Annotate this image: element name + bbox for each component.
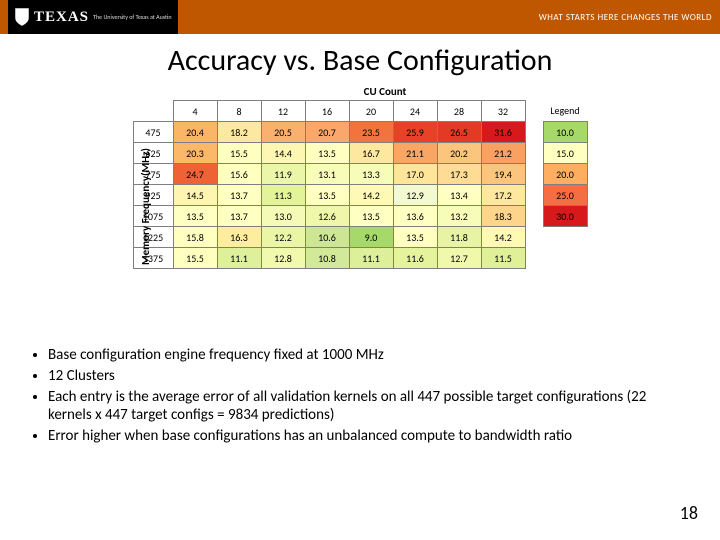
heatmap-col-header: 24 [393, 101, 437, 122]
heatmap-cell: 14.2 [349, 185, 393, 206]
heatmap-y-title: Memory Frequency(MHz) [139, 148, 152, 265]
heatmap-cell: 13.2 [437, 206, 481, 227]
heatmap-col-header: 32 [481, 101, 525, 122]
heatmap-cell: 9.0 [349, 227, 393, 248]
heatmap-cell: 12.6 [305, 206, 349, 227]
legend-swatch: 25.0 [543, 185, 587, 206]
heatmap-cell: 31.6 [481, 122, 525, 143]
bullet-item: Base configuration engine frequency fixe… [48, 346, 690, 365]
heatmap-cell: 15.5 [217, 143, 261, 164]
heatmap-cell: 10.8 [305, 248, 349, 269]
heatmap-cell: 20.4 [173, 122, 217, 143]
heatmap-cell: 14.4 [261, 143, 305, 164]
heatmap-cell: 25.9 [393, 122, 437, 143]
brand-block: TEXAS The University of Texas at Austin [8, 0, 178, 34]
heatmap-cell: 21.2 [481, 143, 525, 164]
heatmap-col-header: 4 [173, 101, 217, 122]
legend-header: Legend [543, 101, 587, 122]
heatmap-col-header: 8 [217, 101, 261, 122]
brand-subline: The University of Texas at Austin [93, 13, 172, 21]
heatmap-cell: 13.5 [173, 206, 217, 227]
heatmap-region: Memory Frequency(MHz) CU Count 481216202… [0, 85, 720, 269]
heatmap-cell: 20.2 [437, 143, 481, 164]
heatmap-cell: 12.8 [261, 248, 305, 269]
heatmap-cell: 13.7 [217, 206, 261, 227]
shield-icon [14, 7, 30, 27]
heatmap-cell: 19.4 [481, 164, 525, 185]
heatmap-cell: 16.3 [217, 227, 261, 248]
heatmap-cell: 15.8 [173, 227, 217, 248]
heatmap-x-title: CU Count [183, 85, 588, 98]
heatmap-cell: 17.0 [393, 164, 437, 185]
heatmap-col-header: 20 [349, 101, 393, 122]
heatmap-cell: 18.2 [217, 122, 261, 143]
heatmap-cell: 13.5 [305, 185, 349, 206]
heatmap-corner [133, 101, 173, 122]
heatmap-cell: 11.5 [481, 248, 525, 269]
heatmap-table: 48121620242832Legend47520.418.220.520.72… [133, 100, 588, 269]
heatmap-cell: 13.3 [349, 164, 393, 185]
header-bar: TEXAS The University of Texas at Austin … [0, 0, 720, 34]
heatmap-cell: 13.5 [349, 206, 393, 227]
heatmap-cell: 14.2 [481, 227, 525, 248]
heatmap-cell: 21.1 [393, 143, 437, 164]
heatmap-cell: 13.4 [437, 185, 481, 206]
heatmap-cell: 11.8 [437, 227, 481, 248]
bullet-item: 12 Clusters [48, 367, 690, 386]
legend-swatch: 10.0 [543, 122, 587, 143]
heatmap-cell: 16.7 [349, 143, 393, 164]
heatmap-cell: 11.1 [349, 248, 393, 269]
slide-title: Accuracy vs. Base Configuration [0, 34, 720, 85]
heatmap-cell: 20.3 [173, 143, 217, 164]
heatmap-cell: 11.6 [393, 248, 437, 269]
heatmap-cell: 17.2 [481, 185, 525, 206]
heatmap-cell: 20.5 [261, 122, 305, 143]
heatmap-cell: 15.5 [173, 248, 217, 269]
heatmap-cell: 11.3 [261, 185, 305, 206]
heatmap-cell: 24.7 [173, 164, 217, 185]
brand-wordmark: TEXAS [34, 9, 89, 26]
heatmap-cell: 13.0 [261, 206, 305, 227]
heatmap-cell: 18.3 [481, 206, 525, 227]
heatmap-cell: 11.9 [261, 164, 305, 185]
legend-swatch: 30.0 [543, 206, 587, 227]
heatmap-cell: 20.7 [305, 122, 349, 143]
heatmap-col-header: 16 [305, 101, 349, 122]
heatmap-cell: 11.1 [217, 248, 261, 269]
bullet-item: Each entry is the average error of all v… [48, 388, 690, 426]
heatmap-cell: 23.5 [349, 122, 393, 143]
heatmap-cell: 12.9 [393, 185, 437, 206]
heatmap-cell: 26.5 [437, 122, 481, 143]
heatmap-cell: 12.2 [261, 227, 305, 248]
heatmap-cell: 13.5 [393, 227, 437, 248]
heatmap-cell: 13.7 [217, 185, 261, 206]
heatmap-cell: 10.6 [305, 227, 349, 248]
heatmap-row-header: 475 [133, 122, 173, 143]
bullet-item: Error higher when base configurations ha… [48, 427, 690, 446]
heatmap-cell: 17.3 [437, 164, 481, 185]
legend-swatch: 15.0 [543, 143, 587, 164]
heatmap-cell: 13.6 [393, 206, 437, 227]
heatmap-cell: 13.5 [305, 143, 349, 164]
heatmap-cell: 15.6 [217, 164, 261, 185]
bullet-list: Base configuration engine frequency fixe… [30, 346, 690, 448]
heatmap-col-header: 12 [261, 101, 305, 122]
page-number: 18 [680, 502, 698, 524]
legend-swatch: 20.0 [543, 164, 587, 185]
header-tagline: WHAT STARTS HERE CHANGES THE WORLD [539, 12, 712, 23]
heatmap-col-header: 28 [437, 101, 481, 122]
heatmap-cell: 13.1 [305, 164, 349, 185]
heatmap-cell: 12.7 [437, 248, 481, 269]
heatmap-cell: 14.5 [173, 185, 217, 206]
